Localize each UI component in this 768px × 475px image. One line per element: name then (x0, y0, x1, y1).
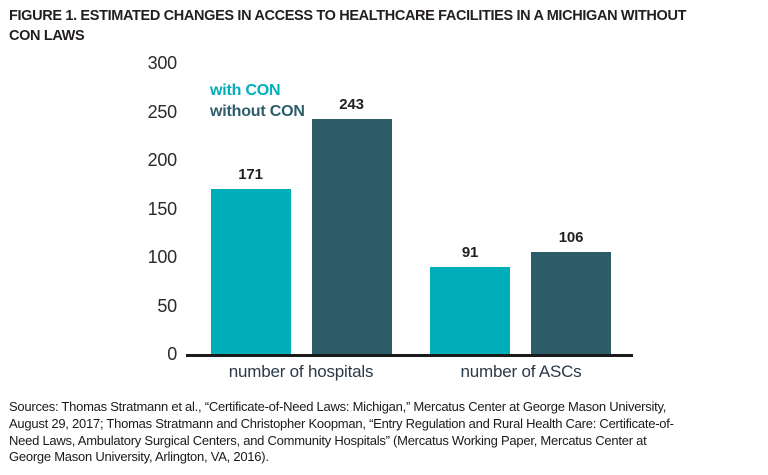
bar-value-label: 171 (238, 166, 263, 183)
x-label-number-of-hospitals: number of hospitals (228, 362, 374, 381)
x-label-number-of-ascs: number of ASCs (460, 362, 582, 381)
y-tick-label: 200 (147, 150, 178, 171)
y-tick-label: 100 (147, 247, 178, 268)
y-tick-label: 150 (147, 198, 178, 219)
bar-value-label: 243 (339, 96, 364, 113)
source-line2: August 29, 2017; Thomas Stratmann and Ch… (9, 415, 674, 431)
bar-without-con-0 (311, 119, 392, 355)
bar-with-con-0 (210, 189, 291, 355)
source-line3: Need Laws, Ambulatory Surgical Centers, … (9, 432, 647, 448)
legend-with-con: with CON (210, 82, 281, 99)
y-tick-label: 300 (147, 53, 178, 74)
bar-value-label: 106 (558, 229, 584, 246)
source-line4: George Mason University, Arlington, VA, … (9, 449, 269, 465)
legend-without-con: without CON (210, 103, 305, 120)
bar-value-label: 91 (461, 244, 479, 261)
figure-title-line2: CON LAWS (9, 28, 85, 44)
y-tick-label: 0 (167, 344, 177, 365)
figure-title-line1: FIGURE 1. ESTIMATED CHANGES IN ACCESS TO… (9, 8, 687, 24)
y-tick-label: 250 (147, 101, 178, 122)
source-note: Sources: Thomas Stratmann et al., “Certi… (9, 399, 765, 466)
figure-title: FIGURE 1. ESTIMATED CHANGES IN ACCESS TO… (9, 6, 761, 46)
source-line1: Sources: Thomas Stratmann et al., “Certi… (9, 399, 667, 414)
bar-without-con-1 (531, 252, 611, 355)
x-axis-line (186, 354, 633, 357)
y-tick-label: 50 (157, 295, 177, 316)
chart-legend: with CON without CON (210, 80, 305, 122)
bar-with-con-1 (430, 267, 510, 355)
